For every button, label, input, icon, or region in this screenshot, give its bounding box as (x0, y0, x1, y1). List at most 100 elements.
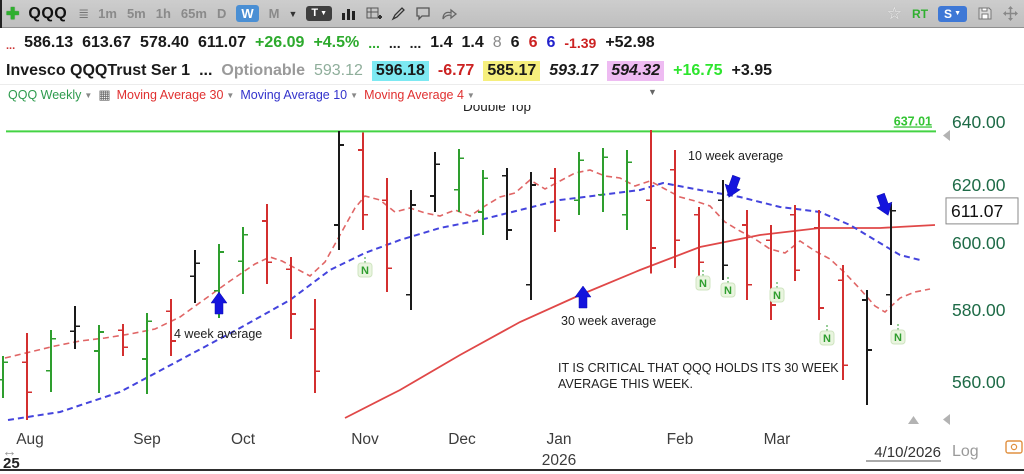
add-symbol-icon[interactable]: ✚ (6, 5, 20, 23)
quote-digit-red: 6 (528, 33, 538, 51)
symbol-label[interactable]: QQQ (28, 4, 68, 22)
chart-period-label[interactable]: QQQ Weekly ▼ (8, 88, 93, 102)
price-bar (94, 325, 104, 394)
log-scale-toggle[interactable]: Log (952, 443, 979, 460)
price-bar (550, 167, 560, 232)
quote-ratio-1: 1.4 (430, 33, 453, 51)
share-arrow-icon[interactable] (441, 7, 459, 21)
timeframe-dropdown-icon[interactable]: ▼ (288, 8, 298, 19)
price-bar (670, 150, 680, 269)
quote-ellipsis-black-2: ... (409, 34, 422, 51)
quote-high: 613.67 (82, 33, 132, 51)
news-marker-box[interactable] (720, 282, 736, 298)
price-bar (430, 152, 440, 212)
price-bar (190, 250, 200, 303)
scroll-left-icon[interactable] (943, 130, 950, 141)
price-bar (526, 172, 536, 300)
price-bar (0, 356, 8, 398)
price-bar (478, 169, 488, 235)
month-label: Aug (16, 431, 44, 448)
watchlist-icon[interactable]: ≣ (78, 5, 90, 21)
quote-low: 578.40 (140, 33, 189, 51)
ma10-indicator-label[interactable]: Moving Average 10 ▼ (240, 88, 359, 102)
quote-pos-value: +52.98 (605, 33, 655, 51)
annotation-arrow-down[interactable] (873, 192, 896, 218)
quote-change-pct: +4.5% (313, 33, 360, 51)
month-label: Mar (764, 431, 791, 448)
info-value-red: -6.77 (437, 61, 475, 79)
price-bar (886, 203, 896, 326)
scroll-left-icon[interactable] (943, 414, 950, 425)
ma-line-30week (344, 224, 936, 419)
price-bar (622, 150, 632, 230)
favorite-star-icon[interactable]: ☆ (886, 3, 903, 23)
news-marker-box[interactable] (819, 330, 835, 346)
annotation-arrow-up[interactable] (574, 285, 592, 309)
news-marker-label: N (823, 333, 831, 345)
annotation-arrow-up[interactable] (210, 291, 228, 315)
price-tick-label: 560.00 (952, 372, 1006, 392)
info-ellipsis[interactable]: ... (199, 61, 213, 79)
draw-pencil-icon[interactable] (391, 6, 406, 21)
news-marker-box[interactable] (695, 275, 711, 291)
ma30-indicator-label[interactable]: Moving Average 30 ▼ (116, 88, 235, 102)
add-table-icon[interactable] (366, 6, 383, 21)
month-label: Nov (351, 431, 379, 448)
pane-dropdown-icon[interactable]: ▼ (648, 87, 657, 97)
price-bar (238, 227, 248, 294)
info-change-black: +3.95 (731, 61, 773, 79)
timeframe-1m[interactable]: 1m (98, 6, 117, 21)
scroll-up-icon[interactable] (908, 416, 919, 424)
news-marker-box[interactable] (890, 329, 906, 345)
price-bar (598, 148, 608, 212)
timeframe-d[interactable]: D (216, 6, 227, 21)
chart-annotation-text[interactable]: 4 week average (174, 327, 262, 341)
price-bar (382, 178, 392, 292)
timeframe-5m[interactable]: 5m (126, 6, 146, 21)
price-bar (142, 313, 152, 394)
bar-chart-icon[interactable] (341, 6, 357, 21)
note-callout-icon[interactable] (415, 6, 432, 21)
chart-annotation-text[interactable]: 10 week average (688, 149, 783, 163)
info-value-italic: 593.17 (549, 61, 599, 79)
timeframe-m[interactable]: M (268, 6, 280, 21)
price-tick-label: 640.00 (952, 112, 1006, 132)
last-price-label: 611.07 (951, 201, 1003, 221)
price-tick-label: 620.00 (952, 175, 1006, 195)
timeframe-w[interactable]: W (236, 5, 259, 22)
strategy-button[interactable]: S ▼ (938, 5, 967, 22)
quote-digit-gray: 8 (492, 33, 502, 51)
news-marker-label: N (724, 285, 732, 297)
quote-neg-value: -1.39 (564, 34, 597, 51)
text-tool-button[interactable]: T ▼ (306, 6, 333, 21)
month-label: Feb (667, 431, 694, 448)
realtime-badge: RT (912, 6, 929, 21)
timeframe-65m[interactable]: 65m (180, 6, 207, 21)
news-marker-label: N (699, 278, 707, 290)
ma4-indicator-label[interactable]: Moving Average 4 ▼ (364, 88, 475, 102)
toolbar-right-group: ☆ RT S ▼ (887, 4, 1018, 24)
price-bar (718, 179, 728, 281)
chart-annotation-text[interactable]: 30 week average (561, 314, 656, 328)
save-icon[interactable] (977, 6, 993, 21)
price-bar (358, 132, 368, 230)
annotation-arrow-down[interactable] (721, 174, 744, 200)
timeframe-1h[interactable]: 1h (155, 6, 171, 21)
chart-annotation-text[interactable]: IT IS CRITICAL THAT QQQ HOLDS ITS 30 WEE… (558, 361, 839, 375)
news-marker-box[interactable] (357, 262, 373, 278)
bottom-scrollbar[interactable] (0, 469, 1024, 471)
optionable-badge: Optionable (221, 61, 305, 79)
chart-date-label[interactable]: 4/10/2026 (874, 444, 941, 461)
news-marker-box[interactable] (769, 287, 785, 303)
move-window-icon[interactable] (1003, 6, 1018, 21)
indicator-row: QQQ Weekly ▼ ▦ Moving Average 30 ▼ Moving … (0, 85, 1024, 105)
grid-settings-icon[interactable]: ▦ (98, 87, 111, 102)
camera-icon[interactable] (1005, 440, 1023, 454)
month-label: Jan (547, 431, 572, 448)
info-change-green: +16.75 (673, 61, 723, 79)
price-bar (166, 298, 176, 357)
quote-ellipsis-green: ... (368, 34, 380, 51)
top-toolbar: ✚ QQQ ≣ 1m 5m 1h 65m D W M ▼ T ▼ ☆ RT S ▼ (0, 0, 1024, 28)
chart-annotation-text[interactable]: AVERAGE THIS WEEK. (558, 377, 693, 391)
